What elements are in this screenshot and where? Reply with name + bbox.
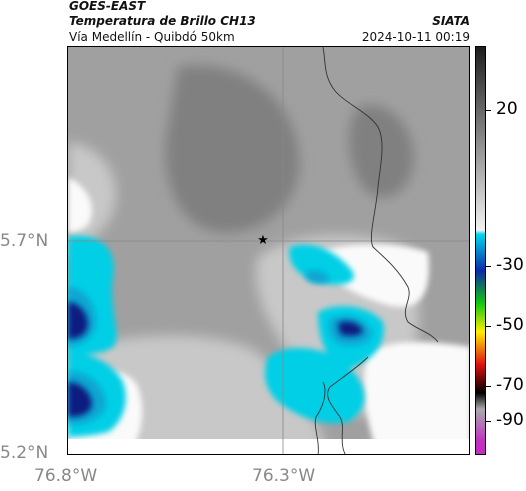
region-label: Vía Medellín - Quibdó 50km	[69, 30, 235, 44]
star-icon: ★	[257, 233, 269, 248]
dark-cloud-area	[348, 105, 414, 198]
colorbar-label: -70	[496, 375, 524, 395]
satellite-source-title: GOES-EAST	[69, 0, 146, 13]
colorbar-tick	[486, 110, 491, 111]
light-cloud-area	[68, 142, 116, 262]
colorbar-tick	[486, 266, 491, 267]
colorbar-label: -30	[496, 255, 524, 275]
clear-sky-area	[68, 177, 92, 233]
department-boundary	[327, 356, 369, 454]
latitude-label: 5.7°N	[0, 231, 49, 251]
latitude-label: 5.2°N	[0, 443, 49, 463]
timestamp-label: 2024-10-11 00:19	[361, 30, 470, 44]
satellite-map: ★	[67, 46, 470, 455]
coldest-cloud-core	[68, 382, 92, 417]
no-data-strip	[68, 439, 469, 454]
colorbar-label: 20	[496, 99, 518, 119]
clear-sky-area	[318, 244, 429, 307]
coldest-cloud-core	[68, 302, 88, 339]
clear-sky-area	[363, 342, 469, 454]
department-boundary	[322, 47, 439, 343]
product-title: Temperatura de Brillo CH13	[69, 14, 256, 28]
longitude-label: 76.8°W	[34, 466, 98, 486]
map-canvas: ★	[68, 47, 469, 454]
dark-cloud-area	[165, 65, 300, 233]
department-boundary	[314, 381, 326, 454]
colorbar-tick	[486, 421, 491, 422]
very-cold-cloud-core	[306, 269, 330, 284]
colorbar-label: -50	[496, 315, 524, 335]
cold-cloud-area	[289, 244, 354, 285]
temperature-colorbar	[475, 46, 486, 455]
cold-cloud-area	[265, 347, 365, 424]
coldest-cloud-core	[338, 321, 363, 336]
longitude-label: 76.3°W	[252, 466, 316, 486]
colorbar-tick	[486, 326, 491, 327]
colorbar-label: -90	[496, 410, 524, 430]
organization-label: SIATA	[432, 14, 470, 28]
colorbar-tick	[486, 386, 491, 387]
